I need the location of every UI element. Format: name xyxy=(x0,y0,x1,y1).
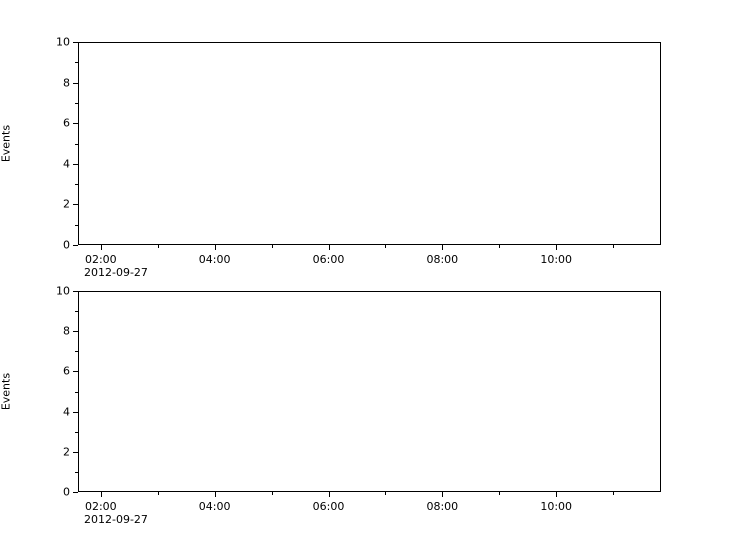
y-tick-label: 2 xyxy=(63,445,70,459)
y-tick-label: 0 xyxy=(63,485,70,499)
x-tick-minor xyxy=(157,245,159,248)
y-tick-minor xyxy=(75,351,78,353)
y-tick-minor xyxy=(75,102,78,104)
y-tick-minor xyxy=(75,391,78,393)
y-tick-major xyxy=(73,451,78,453)
x-tick-major xyxy=(214,245,216,250)
x-tick-label: 02:00 xyxy=(84,253,117,266)
panel-rbsp-b: RBSP-B Events 0 2 4 6 8 10 02:00 04:00 0… xyxy=(0,286,661,526)
y-axis-label-rbsp-a: RBSP-A Events xyxy=(0,83,12,203)
y-tick-minor xyxy=(75,431,78,433)
x-tick-label: 06:00 xyxy=(312,253,345,266)
x-tick-major xyxy=(556,492,558,497)
panel-rbsp-a: RBSP-A Events 0 2 4 6 8 10 02:00 04:00 0… xyxy=(0,37,661,279)
x-tick-label: 10:00 xyxy=(540,500,573,513)
x-tick-label: 04:00 xyxy=(198,500,231,513)
x-tick-label: 08:00 xyxy=(426,253,459,266)
x-tick-label: 08:00 xyxy=(426,500,459,513)
x-tick-minor xyxy=(613,492,615,495)
y-tick-major xyxy=(73,371,78,373)
y-axis-label-rbsp-b: RBSP-B Events xyxy=(0,331,12,451)
y-tick-major xyxy=(73,42,78,43)
y-tick-label: 0 xyxy=(63,238,70,252)
x-tick-major xyxy=(100,492,102,497)
x-tick-minor xyxy=(385,492,387,495)
y-tick-minor xyxy=(75,143,78,145)
x-tick-minor xyxy=(157,492,159,495)
y-tick-major xyxy=(73,492,78,493)
plot-area-rbsp-b xyxy=(78,291,661,492)
x-tick-minor xyxy=(271,245,273,248)
x-tick-major xyxy=(442,245,444,250)
x-axis-date-label: 2012-09-27 xyxy=(84,513,148,526)
x-tick-minor xyxy=(271,492,273,495)
x-tick-major xyxy=(328,492,330,497)
y-tick-major xyxy=(73,123,78,125)
x-tick-label: 10:00 xyxy=(540,253,573,266)
y-tick-label: 4 xyxy=(63,157,70,171)
x-tick-major xyxy=(442,492,444,497)
y-tick-label: 8 xyxy=(63,76,70,90)
y-tick-minor xyxy=(75,471,78,473)
y-tick-minor xyxy=(75,62,78,64)
y-tick-minor xyxy=(75,224,78,226)
y-tick-major xyxy=(73,245,78,246)
y-tick-label: 2 xyxy=(63,197,70,211)
x-tick-minor xyxy=(499,492,501,495)
y-tick-label: 10 xyxy=(56,284,70,298)
x-tick-label: 06:00 xyxy=(312,500,345,513)
y-axis-label-line-2: Events xyxy=(0,124,12,162)
y-tick-major xyxy=(73,331,78,333)
y-tick-label: 6 xyxy=(63,116,70,130)
y-tick-major xyxy=(73,163,78,165)
y-tick-major xyxy=(73,204,78,206)
y-tick-major xyxy=(73,82,78,84)
y-tick-label: 4 xyxy=(63,405,70,419)
y-axis-label-line-2: Events xyxy=(0,372,12,410)
x-tick-minor xyxy=(499,245,501,248)
y-tick-major xyxy=(73,291,78,292)
y-tick-minor xyxy=(75,311,78,313)
y-tick-major xyxy=(73,411,78,413)
x-tick-label: 02:00 xyxy=(84,500,117,513)
y-tick-minor xyxy=(75,184,78,186)
x-axis-date-label: 2012-09-27 xyxy=(84,266,148,279)
x-tick-label: 04:00 xyxy=(198,253,231,266)
y-tick-label: 8 xyxy=(63,324,70,338)
y-tick-label: 6 xyxy=(63,364,70,378)
x-tick-major xyxy=(328,245,330,250)
plot-area-rbsp-a xyxy=(78,42,661,245)
x-tick-major xyxy=(556,245,558,250)
x-tick-minor xyxy=(613,245,615,248)
x-tick-minor xyxy=(385,245,387,248)
y-tick-label: 10 xyxy=(56,35,70,49)
x-tick-major xyxy=(214,492,216,497)
x-tick-major xyxy=(100,245,102,250)
